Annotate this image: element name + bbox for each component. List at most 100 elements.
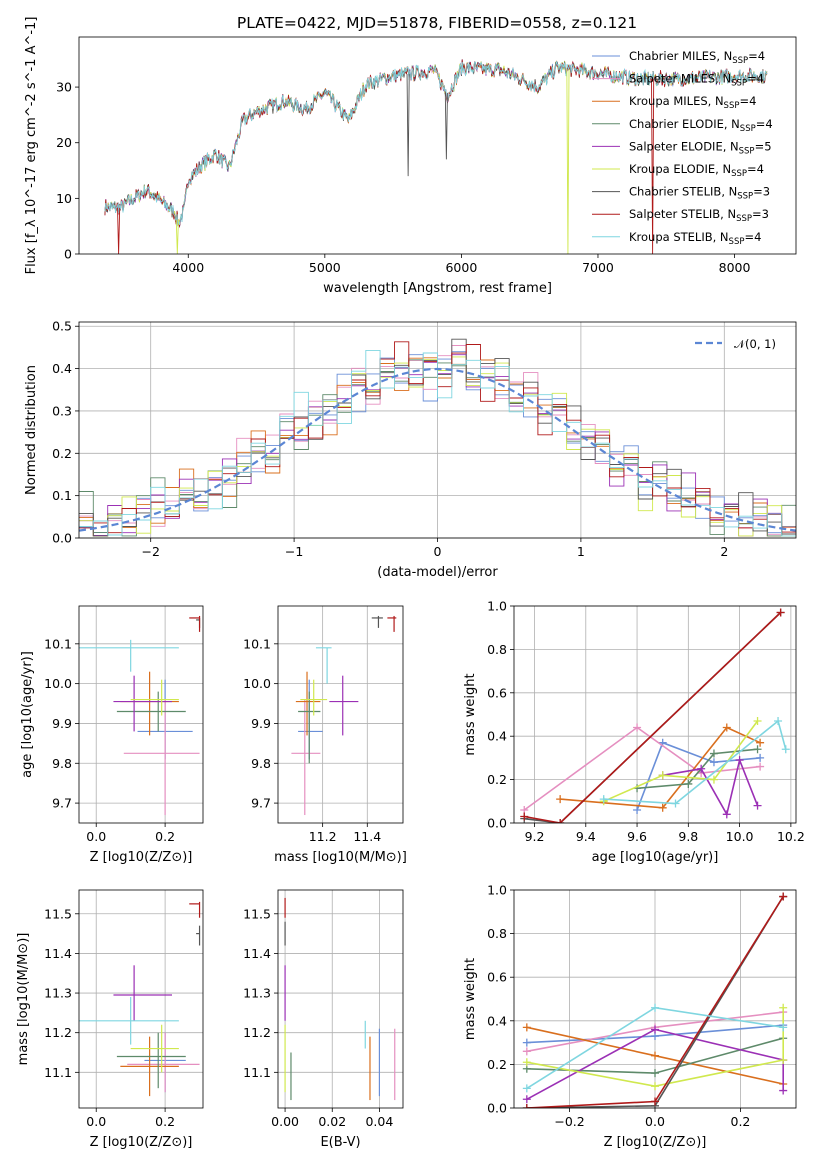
series-point	[756, 762, 765, 771]
legend-nssp: =4	[747, 72, 764, 86]
x-tick-label: 0.0	[645, 1114, 665, 1129]
series-salpeter-stelib	[522, 892, 788, 1108]
normal-curve	[79, 367, 796, 532]
series-point	[709, 758, 718, 767]
legend-nssp: =3	[752, 207, 769, 221]
y-axis-label: Normed distribution	[24, 365, 39, 495]
y-tick-label: 0.4	[487, 729, 507, 744]
y-tick-label: 11.2	[44, 1025, 72, 1040]
x-tick-label: 0	[434, 544, 442, 559]
y-tick-label: 11.2	[243, 1025, 271, 1040]
y-tick-label: 1.0	[487, 883, 507, 898]
spectrum-spike	[566, 69, 570, 254]
series-point	[522, 1023, 531, 1032]
errorbar-salpeter-stelib	[189, 615, 201, 632]
errorbar-chabrier-elodie	[116, 691, 186, 732]
series-point	[781, 745, 790, 754]
series-point	[651, 1051, 659, 1060]
axes-frame	[513, 605, 797, 824]
spectrum-spike	[117, 207, 121, 254]
series-point	[651, 1025, 659, 1034]
series-point	[709, 775, 718, 784]
y-tick-label: 0.5	[52, 319, 72, 334]
legend-label-kroupa-miles: Kroupa MILES, NSSP=4	[629, 94, 756, 111]
legend-label-salpeter-miles: Salpeter MILES, NSSP=4	[629, 72, 764, 89]
errorbar-salpeter-miles	[127, 1032, 200, 1093]
legend-label-chabrier-stelib: Chabrier STELIB, NSSP=3	[629, 185, 770, 202]
spectrum-line-kroupa-stelib	[104, 61, 768, 226]
y-axis-label: mass weight	[463, 958, 478, 1040]
errorbar-kroupa-elodie	[130, 679, 179, 716]
series-point	[556, 795, 565, 804]
spectrum-spike	[406, 73, 410, 177]
x-tick-label: 9.6	[627, 829, 647, 844]
legend-nssp: =4	[747, 162, 764, 176]
series-point	[779, 892, 788, 901]
errorbar-kroupa-elodie	[130, 1024, 179, 1073]
errorbar-chabrier-elodie	[298, 691, 321, 764]
series-line	[524, 611, 782, 823]
series-line	[603, 720, 759, 803]
legend-label-kroupa-stelib: Kroupa STELIB, NSSP=4	[629, 230, 761, 247]
series-point	[522, 1084, 531, 1093]
series-point	[684, 779, 693, 788]
legend-subscript: SSP	[731, 169, 747, 179]
errorbar-chabrier-stelib	[371, 615, 383, 628]
legend-nssp: =4	[756, 117, 773, 131]
y-tick-label: 10.1	[44, 636, 72, 651]
y-tick-label: 0.2	[487, 772, 507, 787]
series-point	[520, 812, 529, 821]
legend-subscript: SSP	[737, 192, 753, 202]
series-point	[522, 1058, 531, 1067]
y-tick-label: 0.2	[487, 1057, 507, 1072]
series-point	[779, 1003, 788, 1012]
x-tick-label: 0.00	[271, 1114, 299, 1129]
y-tick-label: 0.0	[52, 531, 72, 546]
series-kroupa-elodie	[522, 1003, 788, 1091]
plot-area-age-vs-mass	[291, 615, 397, 816]
y-tick-label: 9.7	[52, 796, 72, 811]
series-point	[671, 799, 680, 808]
y-tick-label: 11.5	[243, 906, 271, 921]
x-tick-label: 7000	[582, 260, 614, 275]
histogram-kroupa-stelib	[79, 349, 796, 537]
plot-area-mass-vs-ebv	[284, 897, 396, 1101]
series-point	[776, 608, 785, 617]
x-tick-label: 0.0	[86, 829, 106, 844]
plot-area-mass-weight-vs-age	[520, 608, 790, 823]
plot-area-age-vs-Z	[79, 615, 201, 816]
errorbar-salpeter-miles	[123, 699, 200, 816]
axes-frame	[277, 889, 404, 1109]
y-tick-label: 11.5	[44, 906, 72, 921]
panel-age-vs-mass: 11.2 11.4 9.7 9.8 9.9 10.0 10.1 mass [log10(M/M…	[243, 605, 407, 865]
plot-area-mass-vs-Z	[79, 901, 201, 1097]
series-kroupa-elodie	[599, 717, 762, 806]
x-tick-label: 0.2	[155, 829, 175, 844]
series-point	[651, 1003, 659, 1012]
errorbar-chabrier-stelib	[196, 925, 201, 946]
series-line	[524, 611, 782, 823]
y-tick-label: 1.0	[487, 599, 507, 614]
series-point	[658, 803, 667, 812]
panel-mass-weight-vs-age: 9.2 9.4 9.6 9.8 10.0 10.2 0.0 0.2 0.4 0.6 0.8 1.0 ag…	[463, 599, 805, 866]
y-axis-label: mass weight	[463, 673, 478, 755]
figure-title: PLATE=0422, MJD=51878, FIBERID=0558, z=0…	[237, 14, 637, 32]
y-tick-label: 0.8	[487, 926, 507, 941]
errorbar-salpeter-elodie	[329, 675, 359, 736]
spectrum-spike	[175, 219, 179, 254]
axes-frame	[78, 889, 204, 1109]
legend-subscript: SSP	[724, 101, 740, 111]
x-tick-label: 2	[720, 544, 728, 559]
legend-nssp: =4	[744, 230, 761, 244]
series-point	[753, 717, 762, 726]
panel-spectrum: 4000 5000 6000 7000 8000 0 10 20 30 wavelength [A…	[24, 17, 797, 296]
series-line	[636, 741, 761, 811]
axes-frame	[277, 605, 404, 824]
y-tick-label: 9.8	[52, 756, 72, 771]
series-point	[779, 1023, 788, 1032]
errorbar-kroupa-elodie	[300, 679, 328, 716]
series-salpeter-elodie	[658, 756, 762, 819]
y-tick-label: 0	[64, 247, 72, 262]
panel-age-vs-Z: 0.0 0.2 9.7 9.8 9.9 10.0 10.1 Z [log10(Z/Z⊙)] ag…	[20, 605, 204, 865]
y-tick-label: 10.0	[44, 676, 72, 691]
